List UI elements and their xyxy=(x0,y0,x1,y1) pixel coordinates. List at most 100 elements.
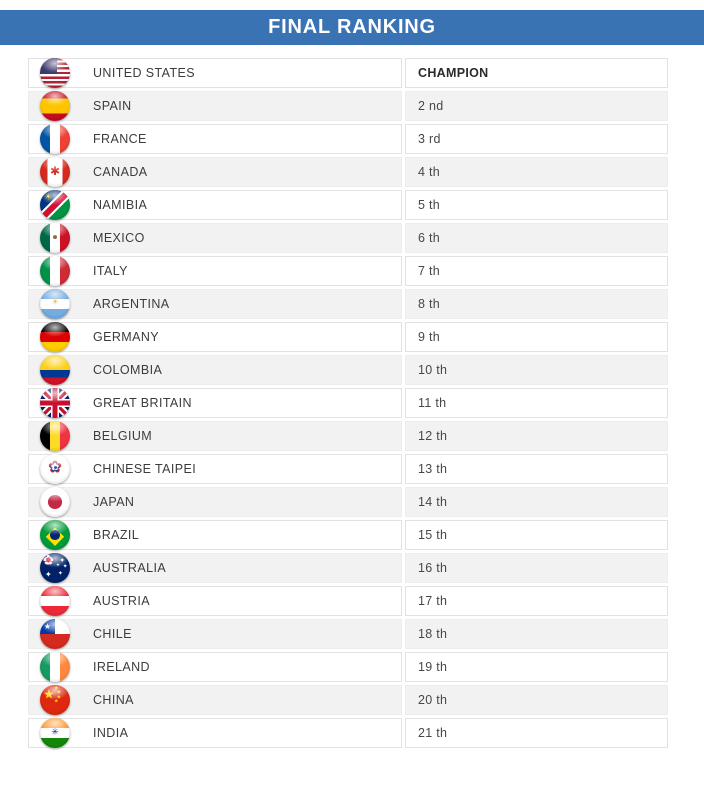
rank-cell: 14 th xyxy=(405,487,668,517)
table-row: ◆ BRAZIL 15 th xyxy=(28,520,668,550)
flag-china-icon: ★ ★ ★ ★ ★ xyxy=(40,685,70,715)
country-cell-content: GERMANY xyxy=(29,322,401,352)
flag-great-britain-icon xyxy=(40,388,70,418)
rank-cell: 17 th xyxy=(405,586,668,616)
rank-label: 19 th xyxy=(418,660,448,674)
flag-colombia-icon xyxy=(40,355,70,385)
ranking-table: UNITED STATES CHAMPION SPAIN 2 nd FRANCE… xyxy=(25,55,671,751)
table-row: ITALY 7 th xyxy=(28,256,668,286)
country-cell-content: ✱ CANADA xyxy=(29,157,401,187)
country-label: MEXICO xyxy=(93,231,145,245)
rank-label: 8 th xyxy=(418,297,441,311)
country-cell: ★ CHILE xyxy=(28,619,402,649)
rank-cell: 2 nd xyxy=(405,91,668,121)
country-cell: ☀ ARGENTINA xyxy=(28,289,402,319)
rank-label: 7 th xyxy=(418,264,441,278)
country-label: AUSTRALIA xyxy=(93,561,167,575)
rank-label: CHAMPION xyxy=(418,66,489,80)
country-cell: ✖ ✚ ✖ ✚ ✦ ✦ ✦ ✦ ✦ AUSTRALIA xyxy=(28,553,402,583)
country-label: FRANCE xyxy=(93,132,147,146)
flag-italy-icon xyxy=(40,256,70,286)
rank-cell: 11 th xyxy=(405,388,668,418)
table-row: SPAIN 2 nd xyxy=(28,91,668,121)
country-cell: BELGIUM xyxy=(28,421,402,451)
flag-japan-icon xyxy=(40,487,70,517)
table-row: ☀ NAMIBIA 5 th xyxy=(28,190,668,220)
flag-france-icon xyxy=(40,124,70,154)
country-cell: ✿ ✿ ✿ CHINESE TAIPEI xyxy=(28,454,402,484)
table-row: COLOMBIA 10 th xyxy=(28,355,668,385)
country-label: UNITED STATES xyxy=(93,66,195,80)
country-cell: ✳ INDIA xyxy=(28,718,402,748)
country-label: ARGENTINA xyxy=(93,297,170,311)
rank-cell: 8 th xyxy=(405,289,668,319)
country-label: SPAIN xyxy=(93,99,132,113)
flag-spain-icon xyxy=(40,91,70,121)
rank-cell: 16 th xyxy=(405,553,668,583)
flag-belgium-icon xyxy=(40,421,70,451)
flag-argentina-icon: ☀ xyxy=(40,289,70,319)
flag-united-states-icon xyxy=(40,58,70,88)
country-cell-content: ◆ BRAZIL xyxy=(29,520,401,550)
rank-label: 2 nd xyxy=(418,99,444,113)
country-cell-content: ★ CHILE xyxy=(29,619,401,649)
rank-label: 5 th xyxy=(418,198,441,212)
rank-label: 21 th xyxy=(418,726,448,740)
rank-cell: CHAMPION xyxy=(405,58,668,88)
table-row: ★ CHILE 18 th xyxy=(28,619,668,649)
country-cell-content: ★ ★ ★ ★ ★ CHINA xyxy=(29,685,401,715)
rank-cell: 12 th xyxy=(405,421,668,451)
country-label: CHILE xyxy=(93,627,132,641)
country-label: COLOMBIA xyxy=(93,363,163,377)
rank-label: 10 th xyxy=(418,363,448,377)
table-row: JAPAN 14 th xyxy=(28,487,668,517)
table-row: ✿ ✿ ✿ CHINESE TAIPEI 13 th xyxy=(28,454,668,484)
country-label: CANADA xyxy=(93,165,148,179)
rank-cell: 5 th xyxy=(405,190,668,220)
rank-cell: 19 th xyxy=(405,652,668,682)
table-row: IRELAND 19 th xyxy=(28,652,668,682)
country-cell: ☀ NAMIBIA xyxy=(28,190,402,220)
table-row: ☀ ARGENTINA 8 th xyxy=(28,289,668,319)
rank-cell: 9 th xyxy=(405,322,668,352)
country-cell: AUSTRIA xyxy=(28,586,402,616)
country-label: INDIA xyxy=(93,726,129,740)
rank-label: 14 th xyxy=(418,495,448,509)
table-row: FRANCE 3 rd xyxy=(28,124,668,154)
country-cell-content: FRANCE xyxy=(29,124,401,154)
table-row: AUSTRIA 17 th xyxy=(28,586,668,616)
flag-ireland-icon xyxy=(40,652,70,682)
rank-label: 20 th xyxy=(418,693,448,707)
rank-label: 16 th xyxy=(418,561,448,575)
country-label: ITALY xyxy=(93,264,128,278)
flag-mexico-icon xyxy=(40,223,70,253)
ranking-rows: UNITED STATES CHAMPION SPAIN 2 nd FRANCE… xyxy=(28,58,668,748)
country-label: GREAT BRITAIN xyxy=(93,396,192,410)
country-cell: UNITED STATES xyxy=(28,58,402,88)
table-row: MEXICO 6 th xyxy=(28,223,668,253)
rank-cell: 20 th xyxy=(405,685,668,715)
country-cell-content: ☀ NAMIBIA xyxy=(29,190,401,220)
flag-india-icon: ✳ xyxy=(40,718,70,748)
country-cell: GERMANY xyxy=(28,322,402,352)
country-cell-content: ☀ ARGENTINA xyxy=(29,289,401,319)
country-cell: IRELAND xyxy=(28,652,402,682)
table-row: BELGIUM 12 th xyxy=(28,421,668,451)
country-label: GERMANY xyxy=(93,330,160,344)
rank-cell: 4 th xyxy=(405,157,668,187)
country-label: BRAZIL xyxy=(93,528,140,542)
rank-label: 11 th xyxy=(418,396,447,410)
rank-cell: 7 th xyxy=(405,256,668,286)
table-row: ★ ★ ★ ★ ★ CHINA 20 th xyxy=(28,685,668,715)
country-label: CHINA xyxy=(93,693,134,707)
rank-label: 9 th xyxy=(418,330,441,344)
country-label: IRELAND xyxy=(93,660,150,674)
country-cell-content: ✿ ✿ ✿ CHINESE TAIPEI xyxy=(29,454,401,484)
country-label: BELGIUM xyxy=(93,429,153,443)
country-cell: MEXICO xyxy=(28,223,402,253)
rank-label: 17 th xyxy=(418,594,448,608)
country-cell: SPAIN xyxy=(28,91,402,121)
table-row: GREAT BRITAIN 11 th xyxy=(28,388,668,418)
rank-label: 12 th xyxy=(418,429,448,443)
country-cell-content: UNITED STATES xyxy=(29,58,401,88)
